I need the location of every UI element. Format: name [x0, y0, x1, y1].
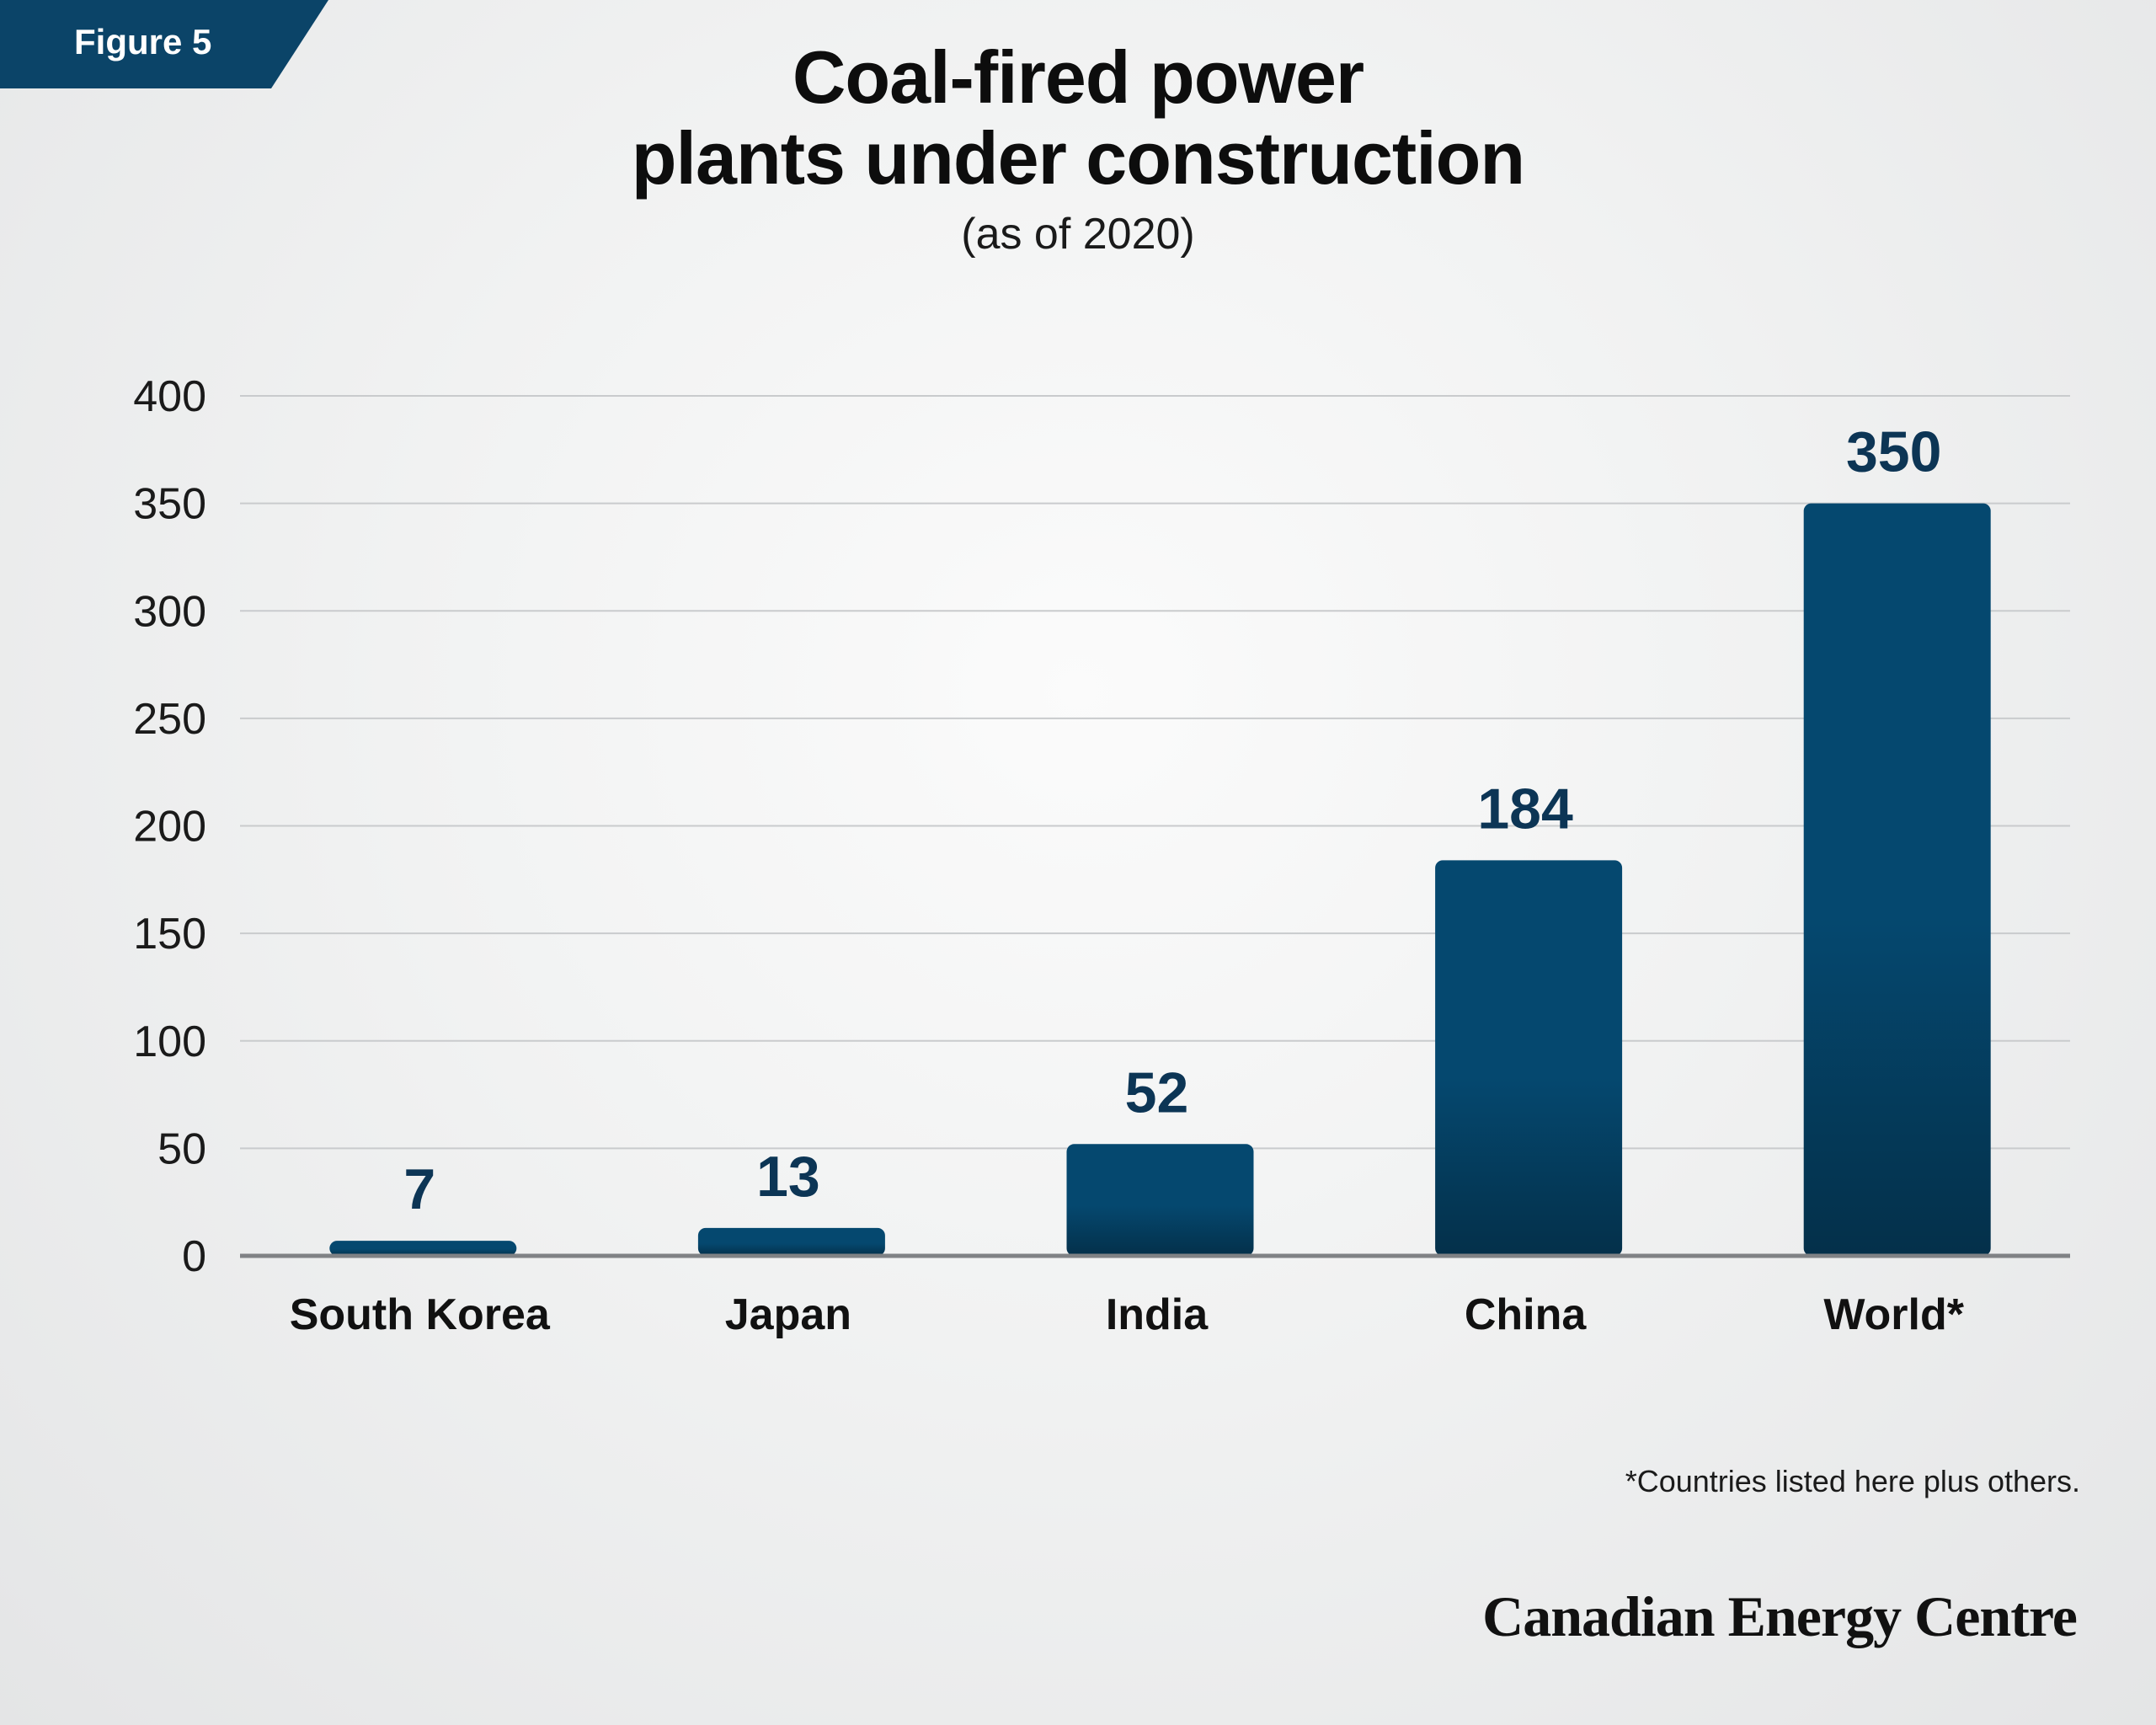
- figure-label: Figure 5: [74, 22, 212, 61]
- bar: [1435, 860, 1623, 1256]
- chart-title: Coal-fired power plants under constructi…: [0, 37, 2156, 199]
- footnote: *Countries listed here plus others.: [1625, 1464, 2080, 1498]
- y-axis-tick-labels: 0 50 100 150 200 250 300 350 400: [133, 372, 206, 1281]
- bar: [697, 1227, 885, 1256]
- x-tick-label: World*: [1823, 1290, 1964, 1339]
- y-tick-label: 100: [133, 1017, 206, 1066]
- data-label: 13: [756, 1145, 820, 1209]
- y-tick-label: 0: [182, 1232, 206, 1281]
- chart-subtitle: (as of 2020): [961, 210, 1195, 259]
- y-tick-label: 250: [133, 695, 206, 744]
- chart-title-line-1: Coal-fired power: [792, 35, 1364, 119]
- publisher-logo: Canadian Energy Centre: [1482, 1584, 2078, 1648]
- y-tick-label: 400: [133, 372, 206, 421]
- data-label: 350: [1846, 420, 1941, 484]
- gridlines: [240, 395, 2070, 1150]
- x-tick-label: India: [1106, 1290, 1209, 1339]
- y-tick-label: 300: [133, 587, 206, 636]
- y-tick-label: 150: [133, 910, 206, 959]
- y-tick-label: 350: [133, 480, 206, 529]
- chart-title-line-2: plants under construction: [631, 116, 1525, 200]
- x-tick-label: South Korea: [290, 1290, 551, 1339]
- data-label: 184: [1477, 777, 1573, 841]
- figure-badge: [0, 0, 328, 88]
- bars: [329, 503, 1991, 1256]
- y-tick-label: 200: [133, 803, 206, 852]
- bar: [1066, 1144, 1254, 1256]
- data-labels: 7 13 52 184 350: [403, 420, 1941, 1222]
- x-tick-label: China: [1465, 1290, 1588, 1339]
- x-axis-tick-labels: South Korea Japan India China World*: [240, 1253, 2070, 1339]
- data-label: 7: [403, 1157, 435, 1221]
- y-tick-label: 50: [157, 1124, 206, 1173]
- bar: [329, 1241, 517, 1256]
- data-label: 52: [1125, 1060, 1189, 1124]
- bar: [1803, 503, 1991, 1256]
- x-tick-label: Japan: [725, 1290, 851, 1339]
